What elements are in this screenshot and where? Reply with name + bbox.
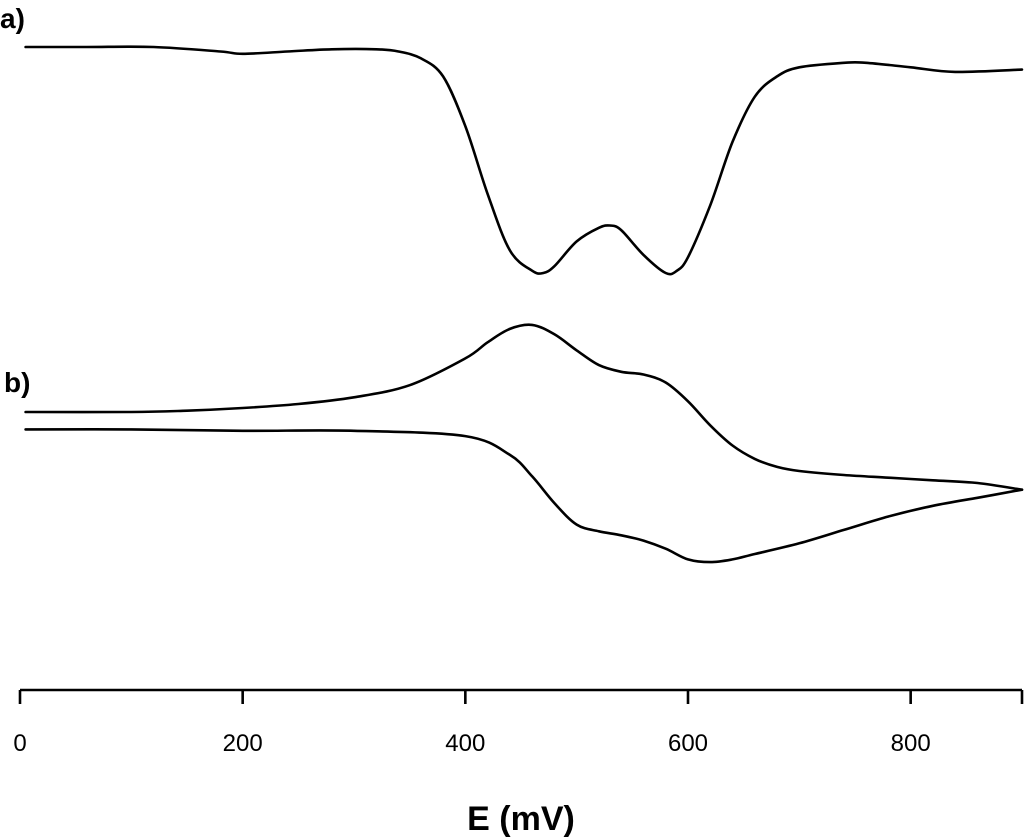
panel-a-label: a) <box>0 3 25 34</box>
x-tick-label-600: 600 <box>668 730 708 757</box>
panel-a-curve-1 <box>24 45 1024 276</box>
panel-b-curve-2 <box>24 428 1024 564</box>
x-tick-label-800: 800 <box>891 730 931 757</box>
panel-b: b) <box>4 323 1024 564</box>
x-tick-label-0: 0 <box>13 730 26 757</box>
panel-b-label: b) <box>4 367 30 398</box>
panel-a: a) <box>0 3 1024 276</box>
panel-b-curve-1 <box>24 323 1024 491</box>
x-tick-label-400: 400 <box>445 730 485 757</box>
x-tick-label-200: 200 <box>223 730 263 757</box>
x-axis <box>18 688 1024 704</box>
x-axis-title: E (mV) <box>467 800 575 838</box>
